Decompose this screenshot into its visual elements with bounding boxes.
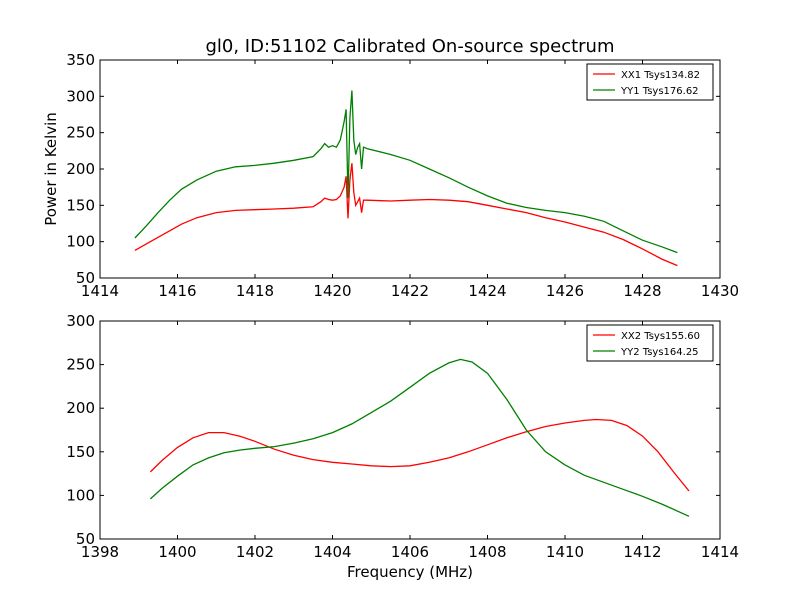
x-tick-label: 1430 [701, 282, 739, 300]
legend-label: XX2 Tsys155.60 [621, 331, 700, 342]
x-tick-label: 1404 [313, 543, 351, 561]
legend-box [586, 324, 714, 362]
y-tick-label: 50 [76, 530, 95, 548]
series-line-1-1 [134, 163, 678, 267]
y-tick-label: 150 [66, 443, 95, 461]
y-tick-label: 200 [66, 160, 95, 178]
x-tick-label: 1412 [623, 543, 661, 561]
chart-title: gl0, ID:51102 Calibrated On-source spect… [205, 36, 614, 57]
y-tick-label: 250 [66, 356, 95, 374]
x-tick-label: 1426 [546, 282, 584, 300]
x-tick-label: 1414 [81, 282, 119, 300]
x-tick-label: 1420 [313, 282, 351, 300]
x-tick-label: 1408 [468, 543, 506, 561]
legend-label: XX1 Tsys134.82 [621, 70, 700, 81]
y-tick-label: 150 [66, 196, 95, 214]
series-line-2-2 [149, 358, 690, 517]
legend-label: YY1 Tsys176.62 [620, 86, 699, 97]
x-tick-label: 1418 [236, 282, 274, 300]
top-subplot: 1414 1416 1418 1420 1422 1424 1426 1428 1430 50 10… [66, 51, 739, 300]
series-line-2-1 [149, 418, 690, 492]
x-axis-label: Frequency (MHz) [347, 563, 473, 581]
x-tick-label: 1406 [391, 543, 429, 561]
x-tick-label: 1400 [158, 543, 196, 561]
x-tick-label: 1416 [158, 282, 196, 300]
x-tick-label: 1398 [81, 543, 119, 561]
x-tick-label: 1428 [623, 282, 661, 300]
x-tick-label: 1422 [391, 282, 429, 300]
x-tick-label: 1402 [236, 543, 274, 561]
y-tick-label: 350 [66, 51, 95, 69]
legend-label: YY2 Tsys164.25 [620, 347, 699, 358]
y-tick-label: 300 [66, 87, 95, 105]
y-axis-label: Power in Kelvin [42, 112, 60, 226]
y-tick-label: 100 [66, 486, 95, 504]
y-tick-label: 100 [66, 233, 95, 251]
y-tick-label: 300 [66, 312, 95, 330]
series-line-1-2 [134, 90, 678, 254]
legend-box [586, 63, 714, 101]
y-tick-label: 50 [76, 269, 95, 287]
legend: XX1 Tsys134.82 YY1 Tsys176.62 [586, 63, 714, 101]
bottom-subplot: 1398 1400 1402 1404 1406 1408 1410 1412 1414 50 10… [66, 312, 739, 561]
x-tick-label: 1410 [546, 543, 584, 561]
x-tick-label: 1414 [701, 543, 739, 561]
y-tick-label: 250 [66, 124, 95, 142]
y-tick-label: 200 [66, 399, 95, 417]
legend: XX2 Tsys155.60 YY2 Tsys164.25 [586, 324, 714, 362]
x-tick-label: 1424 [468, 282, 506, 300]
